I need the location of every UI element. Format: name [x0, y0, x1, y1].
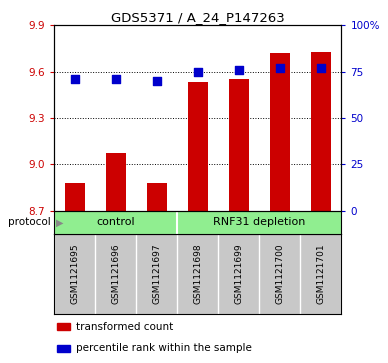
Text: transformed count: transformed count — [76, 322, 173, 332]
Bar — [64, 183, 85, 211]
Bar — [54, 211, 177, 234]
Point — [236, 67, 242, 73]
Text: GSM1121701: GSM1121701 — [317, 244, 326, 305]
Title: GDS5371 / A_24_P147263: GDS5371 / A_24_P147263 — [111, 11, 285, 24]
Text: GSM1121697: GSM1121697 — [152, 244, 161, 305]
Text: RNF31 depletion: RNF31 depletion — [213, 217, 306, 227]
Bar — [229, 79, 249, 211]
Bar — [177, 211, 341, 234]
Point — [277, 65, 283, 71]
Bar — [57, 323, 70, 330]
Text: GSM1121696: GSM1121696 — [111, 244, 120, 305]
Bar — [57, 345, 70, 352]
Bar — [147, 183, 167, 211]
Point — [154, 78, 160, 84]
Point — [113, 76, 119, 82]
Bar — [106, 154, 126, 211]
Text: GSM1121700: GSM1121700 — [275, 244, 284, 305]
Text: ▶: ▶ — [56, 217, 64, 227]
Text: protocol: protocol — [8, 217, 50, 227]
Point — [318, 65, 324, 71]
Text: GSM1121699: GSM1121699 — [234, 244, 243, 305]
Text: GSM1121695: GSM1121695 — [70, 244, 79, 305]
Point — [195, 69, 201, 75]
Bar — [188, 82, 208, 211]
Text: control: control — [97, 217, 135, 227]
Text: percentile rank within the sample: percentile rank within the sample — [76, 343, 252, 354]
Point — [72, 76, 78, 82]
Bar — [311, 52, 331, 211]
Text: GSM1121698: GSM1121698 — [193, 244, 203, 305]
Bar — [270, 53, 290, 211]
